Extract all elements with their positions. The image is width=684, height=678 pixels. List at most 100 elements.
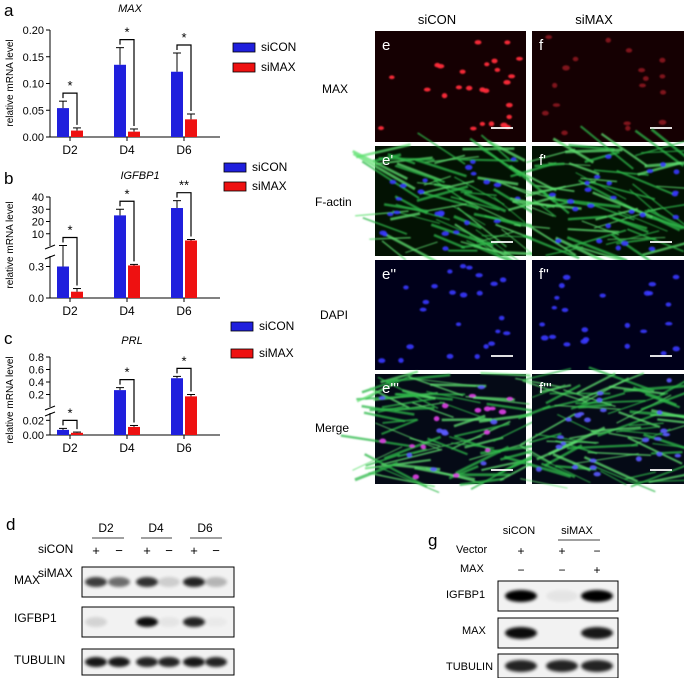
micro-tile-label: f'	[539, 152, 546, 169]
nucleus	[539, 322, 546, 327]
band	[581, 590, 613, 602]
band	[505, 590, 537, 602]
nucleus	[666, 378, 672, 383]
significance-marker: *	[124, 186, 129, 201]
nucleus	[442, 246, 449, 251]
actin-fiber	[382, 418, 417, 424]
nucleus	[441, 231, 450, 236]
actin-fiber	[605, 230, 660, 246]
nucleus	[593, 471, 601, 477]
significance-marker: *	[181, 30, 186, 45]
nucleus	[379, 438, 387, 444]
actin-fiber	[632, 386, 677, 407]
legend-label-sicon: siCON	[252, 160, 287, 174]
bar-simax	[128, 265, 140, 298]
blot-d-band-label: IGFBP1	[14, 611, 57, 625]
axis-break-mark	[44, 411, 56, 417]
x-tick-label: D4	[119, 304, 135, 318]
actin-fiber	[657, 418, 684, 424]
bar-simax	[71, 432, 83, 435]
actin-fiber	[528, 432, 562, 444]
y-tick-label: 0.02	[23, 415, 44, 427]
actin-fiber	[534, 162, 565, 168]
actin-fiber	[480, 372, 531, 377]
actin-fiber	[646, 208, 684, 230]
significance-bracket	[62, 236, 78, 286]
y-tick-label: 0.8	[29, 352, 44, 364]
bar-simax	[71, 291, 83, 298]
y-tick-label: 0.0	[29, 293, 44, 305]
actin-fiber	[608, 432, 643, 440]
bar-simax	[185, 396, 197, 435]
nucleus	[423, 87, 431, 92]
actin-fiber	[427, 437, 468, 456]
actin-fiber	[476, 231, 514, 243]
nucleus	[656, 410, 663, 415]
micro-row-label: Merge	[315, 421, 349, 435]
nucleus	[646, 168, 654, 174]
y-tick-label: 40	[32, 192, 44, 204]
nucleus	[560, 441, 566, 446]
y-tick-label: 0.05	[23, 105, 44, 117]
actin-fiber	[417, 182, 451, 187]
actin-fiber	[640, 392, 684, 411]
band	[136, 657, 158, 667]
nucleus	[447, 269, 453, 274]
micro-tile: f''	[532, 260, 684, 370]
nucleus	[488, 341, 496, 346]
nucleus	[673, 169, 680, 175]
actin-fiber	[509, 164, 556, 203]
nucleus	[572, 206, 579, 212]
nucleus	[484, 62, 490, 67]
nucleus	[674, 453, 682, 458]
nucleus	[422, 178, 428, 183]
actin-fiber	[354, 461, 399, 482]
nucleus	[493, 182, 502, 188]
micro-tile: e'	[352, 132, 555, 265]
nucleus	[378, 126, 384, 131]
actin-fiber	[522, 380, 588, 403]
legend-swatch-sicon	[230, 321, 254, 332]
nucleus	[504, 40, 511, 45]
actin-fiber	[503, 251, 536, 256]
y-tick-label: 30	[32, 204, 44, 216]
nucleus	[406, 452, 413, 458]
bar-simax	[128, 426, 140, 435]
legend-a: siCON siMAX	[232, 40, 296, 74]
blot-d-mark: −	[165, 543, 173, 558]
bar-simax	[185, 240, 197, 298]
significance-bracket	[119, 379, 135, 423]
actin-fiber	[340, 434, 410, 448]
nucleus	[610, 195, 617, 200]
micro-tile-label: e	[382, 37, 390, 54]
nucleus	[625, 48, 633, 53]
actin-fiber	[656, 185, 684, 189]
actin-fiber	[458, 158, 519, 162]
actin-fiber	[480, 134, 510, 161]
actin-fiber	[397, 448, 428, 458]
x-tick-label: D2	[62, 143, 78, 157]
nucleus	[468, 393, 477, 398]
actin-fiber	[581, 220, 620, 236]
blot-g-mark: −	[517, 563, 524, 577]
nucleus	[572, 56, 579, 62]
nucleus	[605, 223, 611, 229]
actin-fiber	[512, 200, 582, 210]
actin-fiber	[626, 228, 684, 253]
legend-label-sicon: siCON	[259, 319, 294, 333]
chart-b-ylabel: relative mRNA level	[5, 201, 16, 288]
actin-fiber	[430, 223, 494, 248]
micro-tile: e	[375, 31, 526, 142]
nucleus	[635, 456, 642, 462]
microscopy-grid: siCON siMAX MAX F-actin DAPI Merge e f e' f…	[315, 12, 684, 494]
band	[158, 657, 180, 667]
band	[581, 660, 613, 672]
blot-d-mark: −	[212, 543, 220, 558]
micro-tile-content	[378, 40, 523, 131]
actin-fiber	[648, 474, 684, 484]
actin-fiber	[568, 162, 600, 176]
nucleus	[665, 302, 672, 307]
nucleus	[628, 209, 635, 214]
band	[205, 617, 227, 627]
